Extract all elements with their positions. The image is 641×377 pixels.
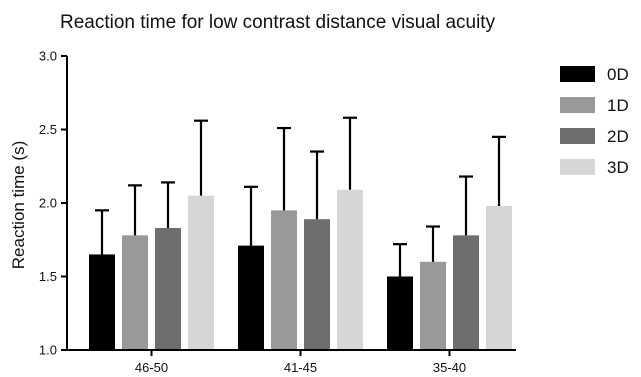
bar-1D-46-50 [122, 235, 148, 350]
legend-swatch-0D [560, 66, 595, 82]
bar-3D-35-40 [486, 205, 512, 350]
bar-2D-41-45 [304, 219, 330, 350]
bar-0D-35-40 [387, 276, 413, 350]
bar-0D-46-50 [89, 254, 115, 350]
y-tick-label: 1.5 [39, 269, 57, 284]
bar-2D-46-50 [155, 227, 181, 350]
y-axis-label: Reaction time (s) [9, 141, 28, 269]
bar-3D-41-45 [337, 189, 363, 350]
bar-3D-46-50 [188, 195, 214, 350]
bar-0D-41-45 [238, 245, 264, 350]
bar-1D-41-45 [271, 210, 297, 350]
y-tick-label: 3.0 [39, 49, 57, 64]
legend-swatch-2D [560, 128, 595, 144]
x-tick-label: 41-45 [284, 360, 317, 375]
y-tick-label: 2.5 [39, 122, 57, 137]
plot-area: 1.0 1.5 2.0 2.5 3.0 46-50 41-45 35-40 [39, 49, 516, 375]
legend-label-3D: 3D [607, 158, 629, 177]
bar-1D-35-40 [420, 261, 446, 350]
legend-label-1D: 1D [607, 96, 629, 115]
x-tick-label: 46-50 [135, 360, 168, 375]
legend-swatch-1D [560, 97, 595, 113]
legend-label-2D: 2D [607, 127, 629, 146]
bar-2D-35-40 [453, 235, 479, 350]
x-tick-label: 35-40 [433, 360, 466, 375]
legend-label-0D: 0D [607, 65, 629, 84]
y-tick-label: 1.0 [39, 343, 57, 358]
legend-swatch-3D [560, 159, 595, 175]
y-tick-label: 2.0 [39, 196, 57, 211]
legend: 0D 1D 2D 3D [560, 65, 629, 177]
chart-title: Reaction time for low contrast distance … [60, 12, 496, 33]
